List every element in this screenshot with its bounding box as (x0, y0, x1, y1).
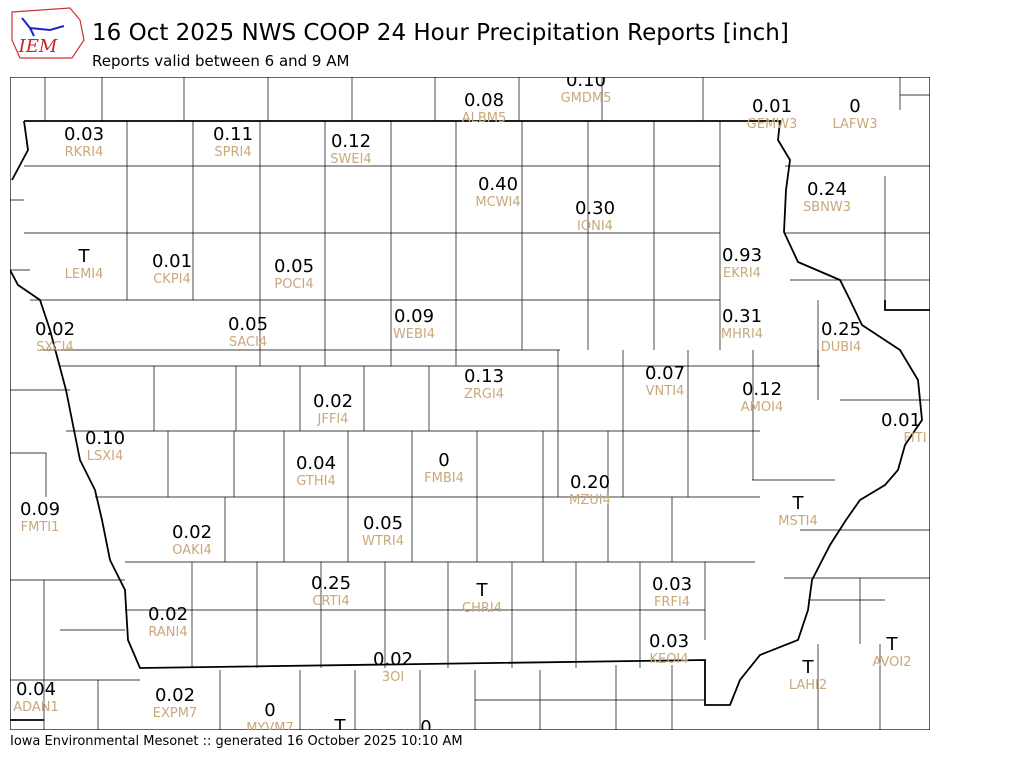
title: 16 Oct 2025 NWS COOP 24 Hour Precipitati… (92, 20, 789, 46)
station-id: FMBI4 (424, 471, 464, 486)
station-value: 0.24 (807, 179, 847, 200)
station-value: T (792, 493, 805, 514)
station-value: 0.93 (722, 245, 762, 266)
station-id: LAHI2 (789, 678, 827, 693)
station-value: 0.12 (742, 379, 782, 400)
station-id: SACI4 (229, 335, 267, 350)
station-value: 0.02 (373, 649, 413, 670)
station-id: VNTI4 (646, 384, 685, 399)
station-id: WEBI4 (393, 327, 435, 342)
station-id: ZRGI4 (464, 387, 504, 402)
station-id: MZUI4 (569, 493, 611, 508)
station-id: OAKI4 (172, 543, 212, 558)
station-value: 0 (849, 96, 860, 117)
station-id: EKRI4 (723, 266, 761, 281)
station-value: 0.05 (228, 314, 268, 335)
station-value: 0 (438, 450, 449, 471)
station-value: 0.05 (363, 513, 403, 534)
station-value: 0.25 (821, 319, 861, 340)
station-value: 0.09 (394, 306, 434, 327)
county-lines (10, 77, 930, 730)
station-id: LSXI4 (87, 449, 124, 464)
station-value: 0.01 (752, 96, 792, 117)
station-value: 0.02 (35, 319, 75, 340)
station-id: AVOI2 (872, 655, 911, 670)
station-id: LEMI4 (65, 267, 104, 282)
station-id: RANI4 (148, 625, 187, 640)
station-value: 0.10 (85, 428, 125, 449)
station-value: 0.03 (649, 631, 689, 652)
station-value: 0.05 (274, 256, 314, 277)
station-value: 0.13 (464, 366, 504, 387)
logo: IEM (11, 7, 85, 59)
station-value: 0.10 (566, 70, 606, 91)
station-id: FMTI1 (21, 520, 60, 535)
station-id: CHRI4 (462, 601, 502, 616)
station-value: 0.07 (645, 363, 685, 384)
station-value: 0.20 (570, 472, 610, 493)
station-value: 0.02 (313, 391, 353, 412)
station-value: 0.03 (64, 124, 104, 145)
station-value: T (476, 580, 489, 601)
station-value: 0.31 (722, 306, 762, 327)
logo-text: IEM (18, 36, 58, 57)
station-value: 0.02 (155, 685, 195, 706)
station-id: WTRI4 (362, 534, 404, 549)
state-border (10, 120, 930, 721)
station-value: T (802, 657, 815, 678)
station-value: 0.02 (172, 522, 212, 543)
station-id: FRFI4 (654, 595, 690, 610)
station-id: GMDM5 (561, 91, 612, 106)
subtitle: Reports valid between 6 and 9 AM (92, 52, 349, 70)
station-value: 0.04 (296, 453, 336, 474)
station-value: 0.08 (464, 90, 504, 111)
station-value: 0.11 (213, 124, 253, 145)
station-value: 0.09 (20, 499, 60, 520)
station-value: 0.02 (148, 604, 188, 625)
station-value: 0.01 (152, 251, 192, 272)
station-id: FITI (903, 431, 926, 446)
station-id: AMOI4 (741, 400, 783, 415)
station-value: T (334, 716, 347, 737)
station-value: T (78, 246, 91, 267)
station-id: POCI4 (274, 277, 313, 292)
station-value: 0.01 (881, 410, 921, 431)
station-id: ADAN1 (13, 700, 59, 715)
station-id: JFFI4 (317, 412, 349, 427)
station-id: GEMW3 (747, 117, 798, 132)
station-value: T (886, 634, 899, 655)
station-value: 0.40 (478, 174, 518, 195)
station-id: GTHI4 (296, 474, 335, 489)
station-id: EXPM7 (153, 706, 197, 721)
station-value: 0.03 (652, 574, 692, 595)
station-id: RKRI4 (65, 145, 104, 160)
station-value: 0.04 (16, 679, 56, 700)
station-value: 0.12 (331, 131, 371, 152)
station-id: KEOI4 (649, 652, 688, 667)
station-id: ALBM5 (462, 111, 507, 126)
station-id: CRTI4 (312, 594, 349, 609)
station-id: CKPI4 (153, 272, 191, 287)
station-id: SPRI4 (214, 145, 251, 160)
station-id: IONI4 (577, 219, 613, 234)
station-id: DUBI4 (821, 340, 862, 355)
station-value: 0 (420, 717, 431, 738)
station-id: LAFW3 (832, 117, 877, 132)
station-id: SWEI4 (330, 152, 371, 167)
station-id: MHRI4 (721, 327, 763, 342)
station-value: 0.30 (575, 198, 615, 219)
station-id: SBNW3 (803, 200, 851, 215)
station-id: 3OI (382, 670, 404, 685)
station-value: 0.25 (311, 573, 351, 594)
station-id: SXCI4 (36, 340, 73, 355)
station-id: MYVM7 (246, 721, 294, 736)
footer: Iowa Environmental Mesonet :: generated … (10, 734, 463, 749)
station-id: MCWI4 (475, 195, 520, 210)
station-id: MSTI4 (778, 514, 818, 529)
station-value: 0 (264, 700, 275, 721)
